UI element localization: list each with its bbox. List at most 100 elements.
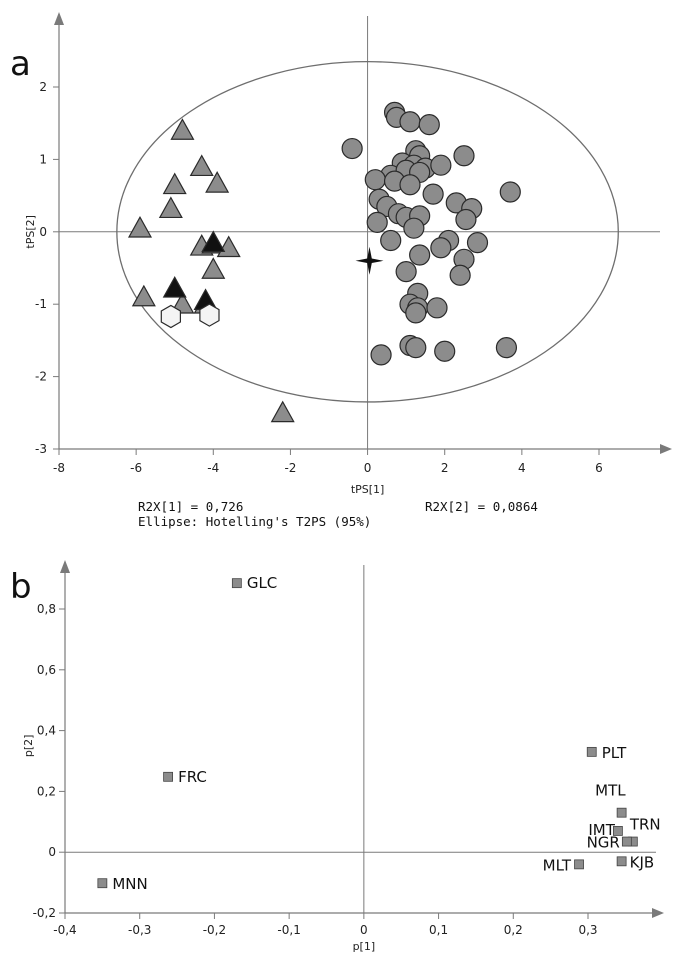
data-point-triangle-black [162, 276, 187, 298]
loading-point-plt [586, 746, 597, 757]
data-point-circle [430, 237, 452, 259]
data-point-circle [453, 145, 475, 167]
y-tick-label: 0 [48, 845, 56, 859]
loading-label-ngr: NGR [587, 834, 620, 852]
data-point-circle [422, 183, 444, 205]
hotelling-ellipse [116, 61, 619, 403]
data-point-triangle [270, 400, 295, 423]
data-point-circle [366, 211, 388, 233]
loading-point-mnn [97, 878, 108, 889]
data-point-circle [455, 208, 477, 231]
data-point-triangle [170, 291, 195, 314]
y-tick-label: 2 [39, 80, 47, 94]
data-point-triangle [205, 171, 230, 193]
x-tick-label: -8 [53, 461, 65, 475]
data-point-circle [341, 137, 363, 160]
data-point-circle [466, 232, 489, 254]
loading-label-kjb: KJB [630, 853, 655, 871]
x-tick-label: -4 [207, 461, 219, 475]
data-point-circle [418, 114, 440, 136]
y-axis-label: tPS[2] [24, 215, 37, 249]
data-point-circle [405, 337, 427, 359]
data-point-circle [499, 181, 521, 203]
score-plot: -8 -6 -4 -2 0 2 4 6 -3 -2 -1 0 1 2 tPS[1] tPS[2] [24, 12, 672, 496]
loading-label-mtl: MTL [595, 782, 626, 800]
loading-point-mtl [616, 807, 627, 818]
loading-label-mnn: MNN [112, 875, 147, 893]
x-tick-label: -2 [284, 461, 296, 475]
y-tick-label: 0,6 [37, 663, 56, 677]
x-tick-label: -6 [130, 461, 142, 475]
data-point-circle [364, 169, 386, 191]
data-point-circle [399, 111, 421, 133]
loading-point-imt [612, 826, 623, 836]
loading-point-frc [163, 771, 174, 782]
y-tick-label: -1 [35, 297, 47, 311]
x-tick-label: 0 [360, 923, 368, 937]
x-tick-label: -0,3 [128, 923, 151, 937]
data-point-circle [426, 297, 448, 319]
data-point-star [355, 246, 384, 275]
y-tick-label: -2 [35, 370, 47, 384]
y-tick-label: -3 [35, 442, 47, 456]
x-axis-arrow [660, 444, 672, 454]
loading-label-mlt: MLT [543, 856, 572, 874]
data-point-triangle [201, 257, 226, 279]
data-point-circle [395, 261, 417, 283]
loading-label-frc: FRC [178, 768, 207, 786]
loading-label-imt: IMT [588, 821, 615, 839]
panel-a-letter: a [10, 44, 31, 84]
data-point-circle [399, 174, 421, 196]
x-tick-label: 6 [595, 461, 603, 475]
data-point-circle [434, 340, 456, 362]
y-tick-label: 0,8 [37, 602, 56, 616]
data-point-triangle [162, 172, 187, 195]
y-axis-arrow [54, 12, 64, 25]
x-tick-label: 0,1 [429, 923, 448, 937]
data-point-hexagon [199, 303, 220, 327]
data-point-circle [430, 154, 452, 176]
data-point-triangle [158, 196, 183, 219]
data-point-triangle [189, 154, 214, 177]
data-point-circle [405, 302, 427, 324]
loading-point-kjb [616, 856, 627, 867]
y-tick-label: -0,2 [33, 906, 56, 920]
y-tick-label: 1 [39, 152, 47, 166]
y-tick-label: 0,4 [37, 724, 56, 738]
loading-label-plt: PLT [602, 744, 627, 762]
loading-label-glc: GLC [247, 574, 277, 592]
r2x2-stat: R2X[2] = 0,0864 [425, 499, 538, 514]
loading-label-trn: TRN [629, 816, 661, 834]
data-point-triangle [127, 215, 153, 238]
data-point-hexagon [160, 304, 181, 329]
ellipse-stat: Ellipse: Hotelling's T2PS (95%) [138, 514, 371, 529]
data-point-circle [370, 344, 392, 366]
loading-point-glc [231, 578, 242, 589]
loading-plot: -0,4 -0,3 -0,2 -0,1 0 0,1 0,2 0,3 -0,2 0 0,2 0,4 0,6… [22, 560, 664, 953]
y-axis-label: p[2] [22, 735, 35, 758]
data-point-circle [495, 337, 518, 359]
x-tick-label: 0,3 [578, 923, 597, 937]
data-point-triangle [131, 284, 156, 307]
data-point-circle [409, 244, 431, 266]
x-tick-label: 4 [518, 461, 526, 475]
data-point-circle [380, 229, 402, 252]
y-tick-label: 0,2 [37, 784, 56, 798]
y-axis-arrow [60, 560, 70, 573]
x-tick-label: -0,2 [203, 923, 226, 937]
x-axis-label: p[1] [353, 940, 376, 953]
x-tick-label: -0,4 [53, 923, 76, 937]
x-tick-label: 2 [441, 461, 449, 475]
data-point-triangle-black [201, 230, 226, 253]
x-tick-label: 0 [364, 461, 372, 475]
panel-b-letter: b [10, 567, 32, 607]
x-tick-label: 0,2 [504, 923, 523, 937]
x-axis-arrow [652, 908, 664, 918]
r2x1-stat: R2X[1] = 0,726 [138, 499, 243, 514]
data-point-circle [449, 264, 471, 286]
data-point-circle [403, 217, 425, 239]
x-axis-label: tPS[1] [351, 483, 385, 496]
y-tick-label: 0 [39, 225, 47, 239]
x-tick-label: -0,1 [277, 923, 300, 937]
